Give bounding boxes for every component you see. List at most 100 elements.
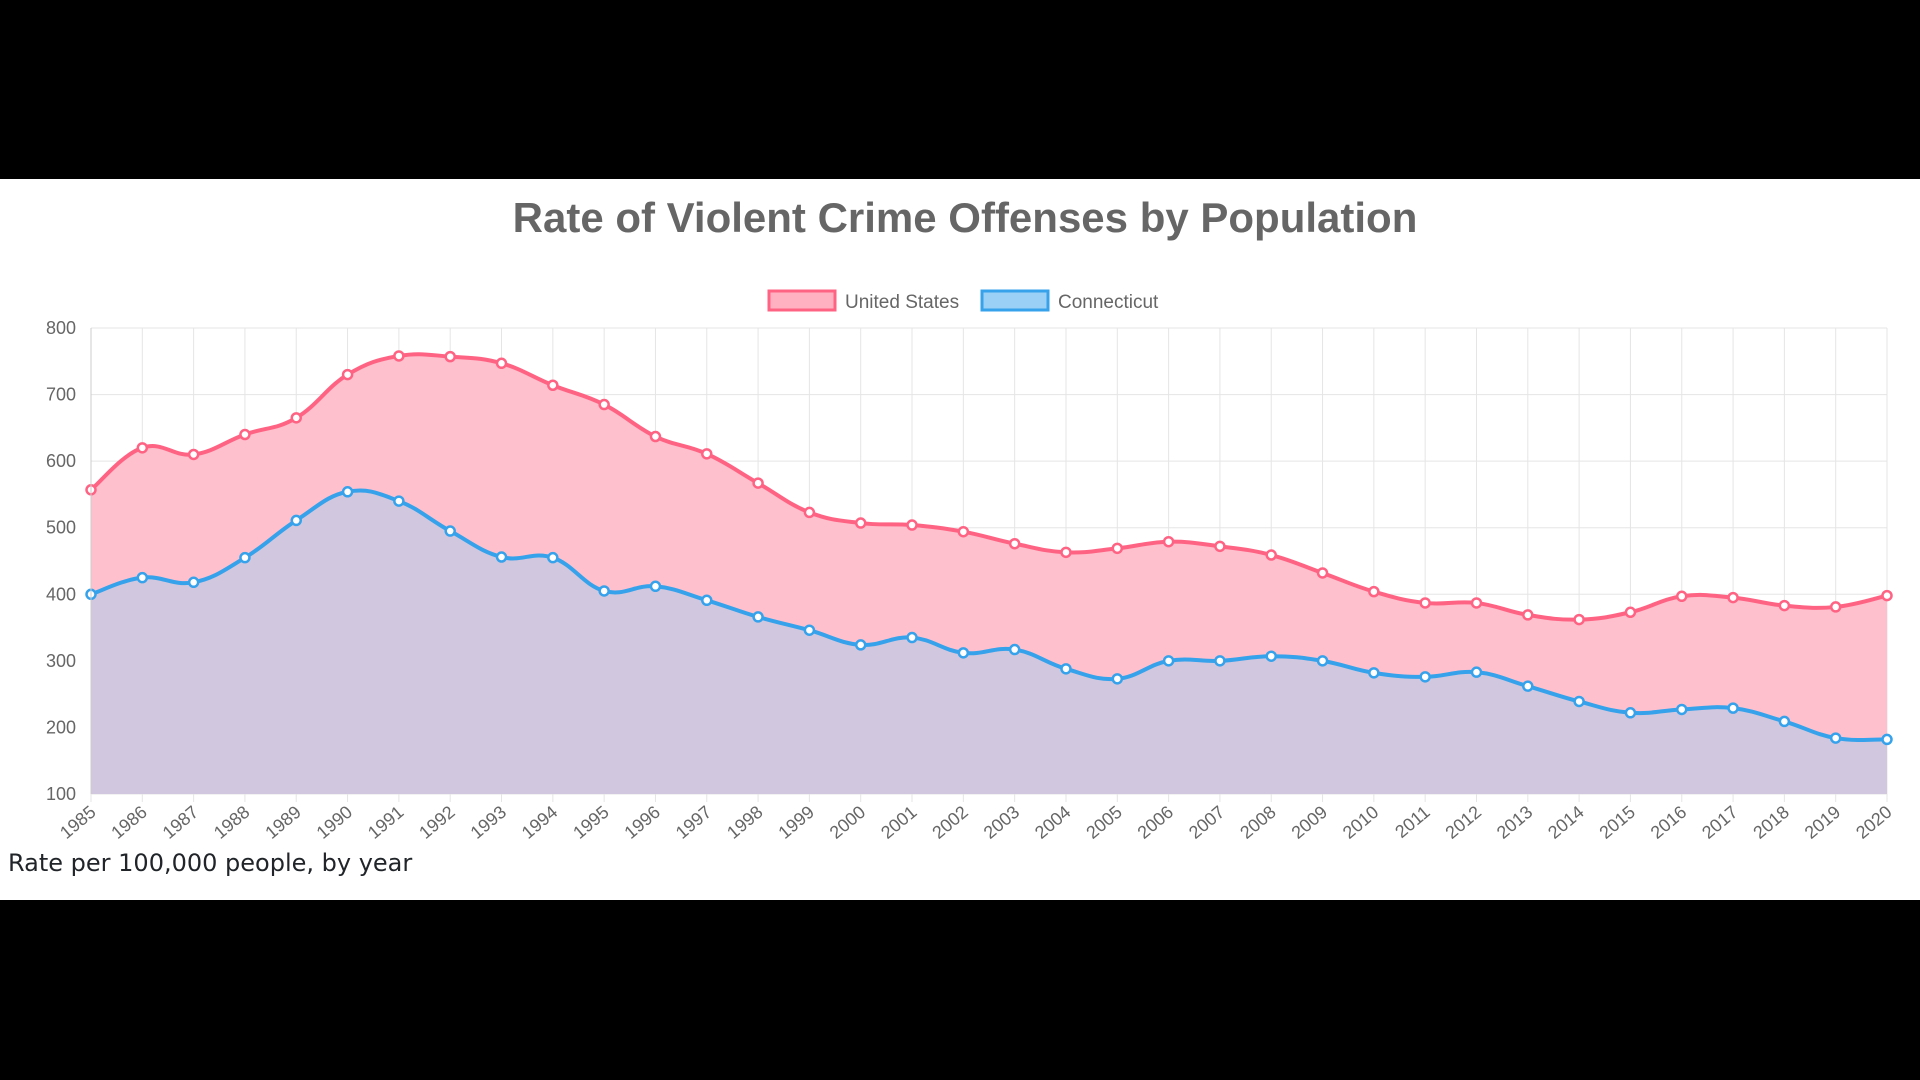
data-point-united-states[interactable]: [598, 398, 610, 411]
legend: United States Connecticut: [767, 289, 1159, 313]
data-point-connecticut[interactable]: [1522, 680, 1534, 692]
data-point-connecticut[interactable]: [239, 551, 251, 564]
data-point-united-states[interactable]: [752, 477, 764, 489]
data-point-connecticut[interactable]: [1008, 643, 1021, 656]
data-point-united-states[interactable]: [444, 350, 456, 363]
data-point-connecticut[interactable]: [444, 525, 456, 537]
x-tick-label: 1990: [313, 802, 357, 843]
data-point-united-states[interactable]: [1624, 606, 1637, 619]
data-point-united-states[interactable]: [1727, 591, 1739, 604]
x-tick-label: 2000: [826, 802, 870, 843]
x-tick-label: 2020: [1852, 802, 1896, 843]
y-tick-label: 600: [46, 451, 76, 471]
data-point-connecticut[interactable]: [1829, 732, 1842, 744]
x-tick-label: 2016: [1647, 802, 1691, 843]
data-point-connecticut[interactable]: [1419, 671, 1431, 683]
data-point-connecticut[interactable]: [547, 551, 559, 564]
data-point-connecticut[interactable]: [1881, 733, 1893, 746]
data-point-united-states[interactable]: [906, 519, 918, 531]
data-point-united-states[interactable]: [1368, 585, 1380, 598]
data-point-connecticut[interactable]: [341, 486, 354, 498]
plot-area: [85, 350, 1893, 794]
data-point-connecticut[interactable]: [1060, 663, 1072, 675]
x-tick-label: 2017: [1698, 802, 1742, 843]
x-tick-label: 1985: [56, 802, 100, 843]
data-point-connecticut[interactable]: [1573, 695, 1585, 708]
data-point-united-states[interactable]: [854, 517, 867, 529]
data-point-united-states[interactable]: [547, 379, 559, 392]
data-point-united-states[interactable]: [957, 525, 970, 538]
data-point-connecticut[interactable]: [957, 647, 970, 659]
data-point-united-states[interactable]: [1316, 567, 1329, 579]
data-point-connecticut[interactable]: [803, 624, 816, 636]
data-point-connecticut[interactable]: [495, 551, 508, 563]
data-point-united-states[interactable]: [1060, 546, 1072, 559]
data-point-united-states[interactable]: [649, 430, 662, 443]
data-point-connecticut[interactable]: [393, 495, 405, 507]
data-point-connecticut[interactable]: [1111, 673, 1124, 685]
data-point-connecticut[interactable]: [854, 639, 867, 651]
data-point-united-states[interactable]: [1675, 590, 1688, 603]
y-tick-label: 100: [46, 784, 76, 804]
data-point-connecticut[interactable]: [1675, 703, 1688, 716]
data-point-connecticut[interactable]: [649, 580, 662, 593]
data-point-connecticut[interactable]: [290, 514, 303, 527]
x-tick-label: 1987: [159, 802, 203, 843]
data-point-united-states[interactable]: [393, 350, 405, 362]
chart-caption: Rate per 100,000 people, by year: [8, 849, 413, 877]
x-tick-label: 2003: [980, 802, 1024, 843]
data-point-united-states[interactable]: [1778, 599, 1791, 612]
data-point-united-states[interactable]: [1162, 535, 1175, 548]
x-tick-label: 1997: [672, 802, 716, 843]
data-point-connecticut[interactable]: [1470, 666, 1483, 678]
x-tick-label: 2010: [1339, 802, 1383, 843]
data-point-united-states[interactable]: [1008, 537, 1021, 550]
data-point-connecticut[interactable]: [1316, 655, 1329, 667]
data-point-united-states[interactable]: [1829, 601, 1842, 613]
data-point-united-states[interactable]: [1419, 597, 1431, 609]
x-tick-label: 1986: [107, 802, 151, 843]
legend-swatch-connecticut: [980, 289, 1050, 312]
x-tick-label: 1995: [569, 802, 613, 843]
data-point-united-states[interactable]: [290, 412, 303, 424]
data-point-connecticut[interactable]: [752, 611, 764, 623]
data-point-united-states[interactable]: [1214, 540, 1226, 553]
data-point-united-states[interactable]: [136, 442, 149, 454]
data-point-united-states[interactable]: [1111, 542, 1124, 555]
x-tick-label: 1992: [415, 802, 459, 843]
data-point-united-states[interactable]: [701, 448, 713, 460]
x-tick-label: 1988: [210, 802, 254, 843]
chart-panel: Rate of Violent Crime Offenses by Popula…: [0, 179, 1920, 900]
data-point-connecticut[interactable]: [1265, 650, 1277, 662]
data-point-united-states[interactable]: [187, 448, 200, 461]
data-point-connecticut[interactable]: [598, 585, 610, 597]
data-point-connecticut[interactable]: [1162, 655, 1175, 667]
data-point-connecticut[interactable]: [1624, 707, 1637, 719]
data-point-united-states[interactable]: [803, 506, 816, 519]
data-point-connecticut[interactable]: [1778, 715, 1791, 728]
data-point-united-states[interactable]: [1522, 609, 1534, 621]
x-tick-label: 2008: [1236, 802, 1280, 843]
area-fill-united-states: [91, 354, 1887, 794]
data-point-united-states[interactable]: [1573, 613, 1585, 626]
data-point-connecticut[interactable]: [136, 571, 149, 584]
data-point-united-states[interactable]: [341, 368, 354, 381]
area-fill-connecticut: [91, 490, 1887, 794]
legend-item-connecticut[interactable]: Connecticut: [980, 289, 1159, 313]
data-point-united-states[interactable]: [1470, 597, 1483, 609]
data-point-connecticut[interactable]: [187, 576, 200, 589]
data-point-connecticut[interactable]: [1368, 667, 1380, 679]
data-point-united-states[interactable]: [1881, 589, 1893, 602]
data-point-united-states[interactable]: [1265, 549, 1277, 561]
x-tick-label: 1994: [518, 802, 562, 843]
data-point-united-states[interactable]: [495, 357, 508, 370]
data-point-connecticut[interactable]: [1214, 655, 1226, 667]
legend-item-united-states[interactable]: United States: [767, 289, 959, 313]
x-tick-label: 1991: [364, 802, 408, 843]
legend-label-connecticut: Connecticut: [1058, 292, 1159, 313]
data-point-connecticut[interactable]: [701, 594, 713, 607]
data-point-connecticut[interactable]: [906, 631, 918, 644]
data-point-united-states[interactable]: [239, 428, 251, 441]
data-point-connecticut[interactable]: [1727, 702, 1739, 714]
x-tick-label: 1993: [467, 802, 511, 843]
